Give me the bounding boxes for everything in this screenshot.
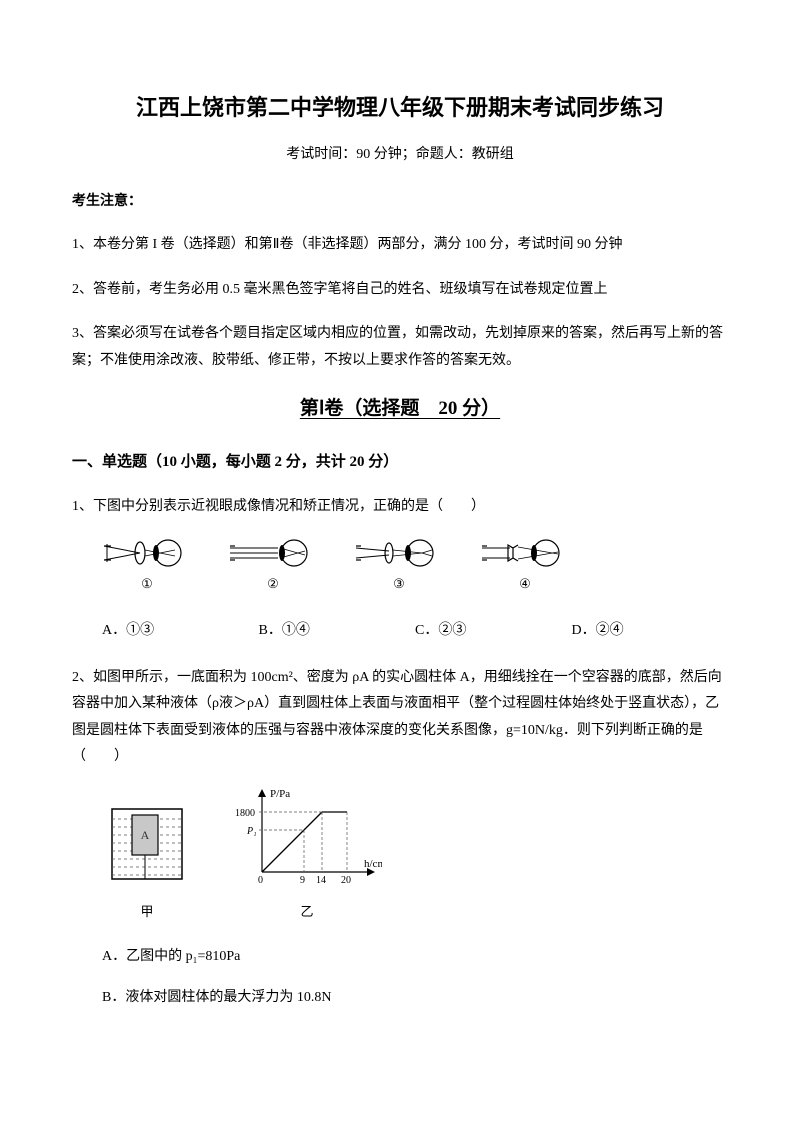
exam-title: 江西上饶市第二中学物理八年级下册期末考试同步练习 <box>72 88 728 128</box>
svg-text:1800: 1800 <box>235 808 255 819</box>
svg-text:20: 20 <box>341 875 351 886</box>
question-1-figures: ① ② <box>102 538 728 595</box>
notice-heading: 考生注意： <box>72 189 728 214</box>
notice-item-3: 3、答案必须写在试卷各个题目指定区域内相应的位置，如需改动，先划掉原来的答案，然… <box>72 321 728 374</box>
notice-item-1: 1、本卷分第 I 卷（选择题）和第Ⅱ卷（非选择题）两部分，满分 100 分，考试… <box>72 232 728 259</box>
svg-text:A: A <box>141 828 150 842</box>
q1-option-b: B．①④ <box>259 618 416 643</box>
eye-label-3: ③ <box>393 572 405 595</box>
eye-label-2: ② <box>267 572 279 595</box>
svg-text:P₁: P₁ <box>246 826 257 837</box>
eye-diagram-3: ③ <box>354 538 444 595</box>
svg-text:14: 14 <box>316 875 326 886</box>
question-2-options: A．乙图中的 p₁=810Pa B．液体对圆柱体的最大浮力为 10.8N <box>102 944 728 1010</box>
eye-diagram-1: ① <box>102 538 192 595</box>
svg-text:P/Pa: P/Pa <box>270 788 290 800</box>
eye-diagram-2: ② <box>228 538 318 595</box>
eye-diagram-4: ④ <box>480 538 570 595</box>
question-1-text: 1、下图中分别表示近视眼成像情况和矫正情况，正确的是（ ） <box>72 494 728 521</box>
eye-label-4: ④ <box>519 572 531 595</box>
figure-jia: A 甲 <box>102 797 192 924</box>
svg-text:0: 0 <box>258 875 263 886</box>
q2-option-a: A．乙图中的 p₁=810Pa <box>102 944 728 969</box>
figure-yi: P/Pa h/cm 1800 P₁ 0 9 14 20 乙 <box>232 787 382 924</box>
section-1-heading: 第Ⅰ卷（选择题 20 分） <box>72 392 728 426</box>
q1-option-d: D．②④ <box>572 618 729 643</box>
q2-option-b: B．液体对圆柱体的最大浮力为 10.8N <box>102 985 728 1010</box>
question-2-figures: A 甲 P/Pa h/cm 1800 P₁ 0 9 14 20 <box>102 787 728 924</box>
fig-yi-label: 乙 <box>232 900 382 923</box>
fig-jia-label: 甲 <box>102 900 192 923</box>
svg-text:h/cm: h/cm <box>364 858 382 870</box>
question-1-options: A．①③ B．①④ C．②③ D．②④ <box>102 618 728 643</box>
svg-text:9: 9 <box>300 875 305 886</box>
q1-option-c: C．②③ <box>415 618 572 643</box>
notice-item-2: 2、答卷前，考生务必用 0.5 毫米黑色签字笔将自己的姓名、班级填写在试卷规定位… <box>72 277 728 304</box>
subsection-heading: 一、单选题（10 小题，每小题 2 分，共计 20 分） <box>72 449 728 476</box>
eye-label-1: ① <box>141 572 153 595</box>
q1-option-a: A．①③ <box>102 618 259 643</box>
exam-subtitle: 考试时间：90 分钟；命题人：教研组 <box>72 142 728 167</box>
question-2-text: 2、如图甲所示，一底面积为 100cm²、密度为 ρA 的实心圆柱体 A，用细线… <box>72 665 728 771</box>
